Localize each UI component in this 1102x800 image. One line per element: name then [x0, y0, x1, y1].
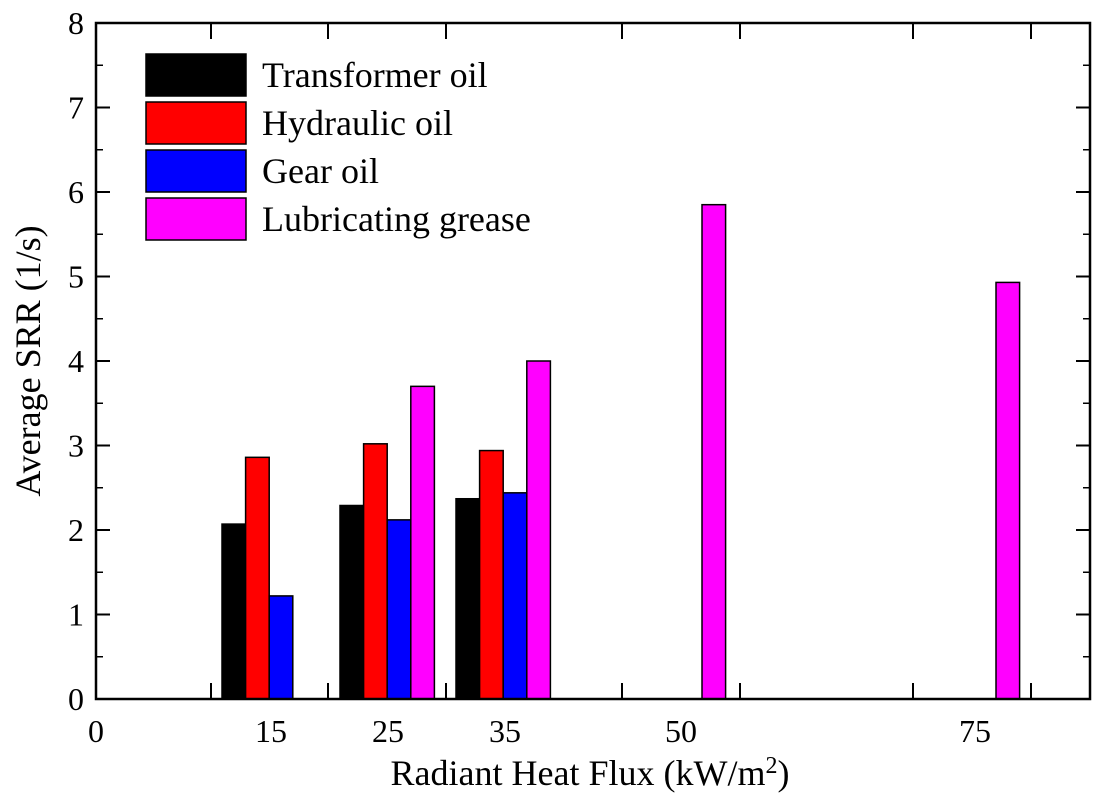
bar-transformer-oil-15 — [221, 523, 247, 700]
bar-lubricating-grease-75 — [995, 281, 1021, 700]
bar-gear-oil-15 — [268, 595, 294, 700]
bar-lubricating-grease-35 — [526, 360, 552, 700]
legend-swatch-gear-oil — [145, 149, 247, 193]
legend: Transformer oil Hydraulic oil Gear oil Lubr… — [145, 53, 531, 241]
y-tick-label: 2 — [68, 512, 84, 548]
x-axis-title-superscript: 2 — [765, 753, 777, 779]
y-tick-label: 8 — [68, 5, 84, 41]
legend-label: Lubricating grease — [262, 199, 531, 239]
x-axis-title: Radiant Heat Flux (kW/m2) — [391, 753, 790, 793]
x-tick-label: 25 — [372, 713, 404, 749]
legend-swatch-lubricating-grease — [145, 197, 247, 241]
bar-transformer-oil-25 — [339, 504, 365, 700]
bar-lubricating-grease-50 — [701, 203, 727, 700]
y-tick-label: 1 — [68, 597, 84, 633]
y-tick-label: 4 — [68, 343, 84, 379]
bars-layer — [221, 203, 1021, 700]
y-tick-label: 7 — [68, 90, 84, 126]
x-tick-label: 15 — [255, 713, 287, 749]
x-axis-title-main: Radiant Heat Flux (kW/m — [391, 753, 766, 793]
y-tick-label: 3 — [68, 428, 84, 464]
x-tick-label: 75 — [959, 713, 991, 749]
legend-label: Hydraulic oil — [262, 103, 453, 143]
legend-label: Gear oil — [262, 151, 379, 191]
bar-gear-oil-25 — [386, 519, 412, 700]
bar-hydraulic-oil-25 — [362, 443, 388, 700]
x-tick-label: 35 — [489, 713, 521, 749]
y-tick-label: 0 — [68, 681, 84, 717]
y-axis-title: Average SRR (1/s) — [8, 225, 48, 496]
y-tick-label: 6 — [68, 174, 84, 210]
legend-label: Transformer oil — [262, 55, 488, 95]
bar-hydraulic-oil-15 — [244, 456, 270, 700]
x-axis-title-close: ) — [777, 753, 789, 793]
legend-swatch-transformer-oil — [145, 53, 247, 97]
x-tick-label: 50 — [665, 713, 697, 749]
bar-transformer-oil-35 — [455, 497, 481, 700]
bar-gear-oil-35 — [502, 492, 528, 700]
bar-hydraulic-oil-35 — [478, 449, 504, 700]
x-origin-label: 0 — [88, 713, 104, 749]
y-tick-label: 5 — [68, 259, 84, 295]
legend-swatch-hydraulic-oil — [145, 101, 247, 145]
axes-layer: 0 1 2 3 4 5 6 7 8 0 15 25 35 50 75 — [68, 5, 1092, 749]
bar-lubricating-grease-25 — [410, 385, 436, 700]
